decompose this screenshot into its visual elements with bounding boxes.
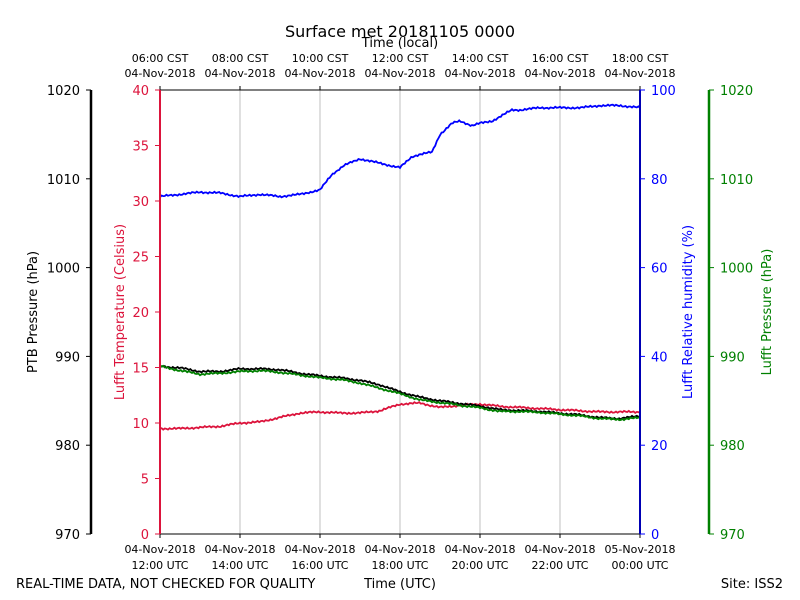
lufft-pressure-tick-label: 990 — [720, 350, 745, 365]
x-tick-label-time: 12:00 UTC — [131, 559, 188, 572]
top-tick-label-time: 06:00 CST — [132, 52, 189, 65]
top-tick-label-time: 14:00 CST — [452, 52, 509, 65]
x-tick-label-time: 00:00 UTC — [611, 559, 668, 572]
x-tick-label-date: 04-Nov-2018 — [284, 543, 355, 556]
quality-note: REAL-TIME DATA, NOT CHECKED FOR QUALITY — [16, 577, 315, 592]
x-tick-label-date: 04-Nov-2018 — [124, 543, 195, 556]
x-tick-label-time: 14:00 UTC — [211, 559, 268, 572]
chart-title: Surface met 20181105 0000 — [285, 22, 515, 41]
top-tick-label-date: 04-Nov-2018 — [444, 67, 515, 80]
temperature-tick-label: 0 — [141, 528, 149, 543]
x-tick-label-date: 04-Nov-2018 — [204, 543, 275, 556]
top-tick-label-date: 04-Nov-2018 — [364, 67, 435, 80]
temperature-tick-label: 35 — [132, 140, 149, 155]
temperature-tick-label: 10 — [132, 417, 149, 432]
x-tick-label-date: 04-Nov-2018 — [364, 543, 435, 556]
humidity-axis-label: Lufft Relative humidity (%) — [681, 225, 696, 399]
x-tick-label-time: 18:00 UTC — [371, 559, 428, 572]
x-tick-label-time: 20:00 UTC — [451, 559, 508, 572]
ptb-pressure-tick-label: 1020 — [47, 84, 80, 99]
lufft-pressure-axis-label: Lufft Pressure (hPa) — [760, 249, 775, 376]
x-tick-label-date: 05-Nov-2018 — [604, 543, 675, 556]
series-line-lufft-temperature — [159, 400, 641, 431]
temperature-tick-label: 30 — [132, 195, 149, 210]
site-label: Site: ISS2 — [721, 577, 783, 592]
x-tick-label-time: 22:00 UTC — [531, 559, 588, 572]
series-line-lufft-relative-humidity — [159, 103, 641, 199]
top-tick-label-time: 12:00 CST — [372, 52, 429, 65]
humidity-tick-label: 80 — [651, 173, 668, 188]
lufft-pressure-tick-label: 1020 — [720, 84, 753, 99]
top-tick-label-date: 04-Nov-2018 — [604, 67, 675, 80]
top-tick-label-date: 04-Nov-2018 — [204, 67, 275, 80]
axis-ticks: 04-Nov-2018 12:00 UTC 04-Nov-2018 14:00 UTC… — [47, 52, 753, 572]
x-tick-label-date: 04-Nov-2018 — [444, 543, 515, 556]
data-series — [159, 103, 641, 431]
top-tick-label-time: 16:00 CST — [532, 52, 589, 65]
grid-lines — [239, 90, 561, 534]
lufft-pressure-tick-label: 970 — [720, 528, 745, 543]
lufft-pressure-tick-label: 980 — [720, 439, 745, 454]
ptb-pressure-tick-label: 990 — [55, 350, 80, 365]
humidity-tick-label: 40 — [651, 350, 668, 365]
ptb-pressure-tick-label: 1010 — [47, 173, 80, 188]
top-tick-label-time: 10:00 CST — [292, 52, 349, 65]
temperature-tick-label: 25 — [132, 251, 149, 266]
temperature-tick-label: 20 — [132, 306, 149, 321]
temperature-tick-label: 5 — [141, 473, 149, 488]
humidity-tick-label: 20 — [651, 439, 668, 454]
ptb-pressure-tick-label: 980 — [55, 439, 80, 454]
humidity-tick-label: 100 — [651, 84, 676, 99]
temperature-axis-label: Lufft Temperature (Celsius) — [113, 224, 128, 400]
lufft-pressure-tick-label: 1000 — [720, 262, 753, 277]
ptb-pressure-tick-label: 1000 — [47, 262, 80, 277]
top-tick-label-date: 04-Nov-2018 — [124, 67, 195, 80]
series-line-lufft-pressure — [159, 364, 641, 422]
humidity-tick-label: 60 — [651, 262, 668, 277]
temperature-tick-label: 40 — [132, 84, 149, 99]
top-axis-label: Time (local) — [361, 36, 438, 51]
x-tick-label-date: 04-Nov-2018 — [524, 543, 595, 556]
x-axis-label: Time (UTC) — [363, 577, 436, 592]
top-tick-label-date: 04-Nov-2018 — [524, 67, 595, 80]
x-tick-label-time: 16:00 UTC — [291, 559, 348, 572]
top-tick-label-time: 18:00 CST — [612, 52, 669, 65]
temperature-tick-label: 15 — [132, 362, 149, 377]
lufft-pressure-tick-label: 1010 — [720, 173, 753, 188]
ptb-pressure-tick-label: 970 — [55, 528, 80, 543]
humidity-tick-label: 0 — [651, 528, 659, 543]
ptb-pressure-axis-label: PTB Pressure (hPa) — [26, 251, 41, 373]
top-tick-label-date: 04-Nov-2018 — [284, 67, 355, 80]
top-tick-label-time: 08:00 CST — [212, 52, 269, 65]
